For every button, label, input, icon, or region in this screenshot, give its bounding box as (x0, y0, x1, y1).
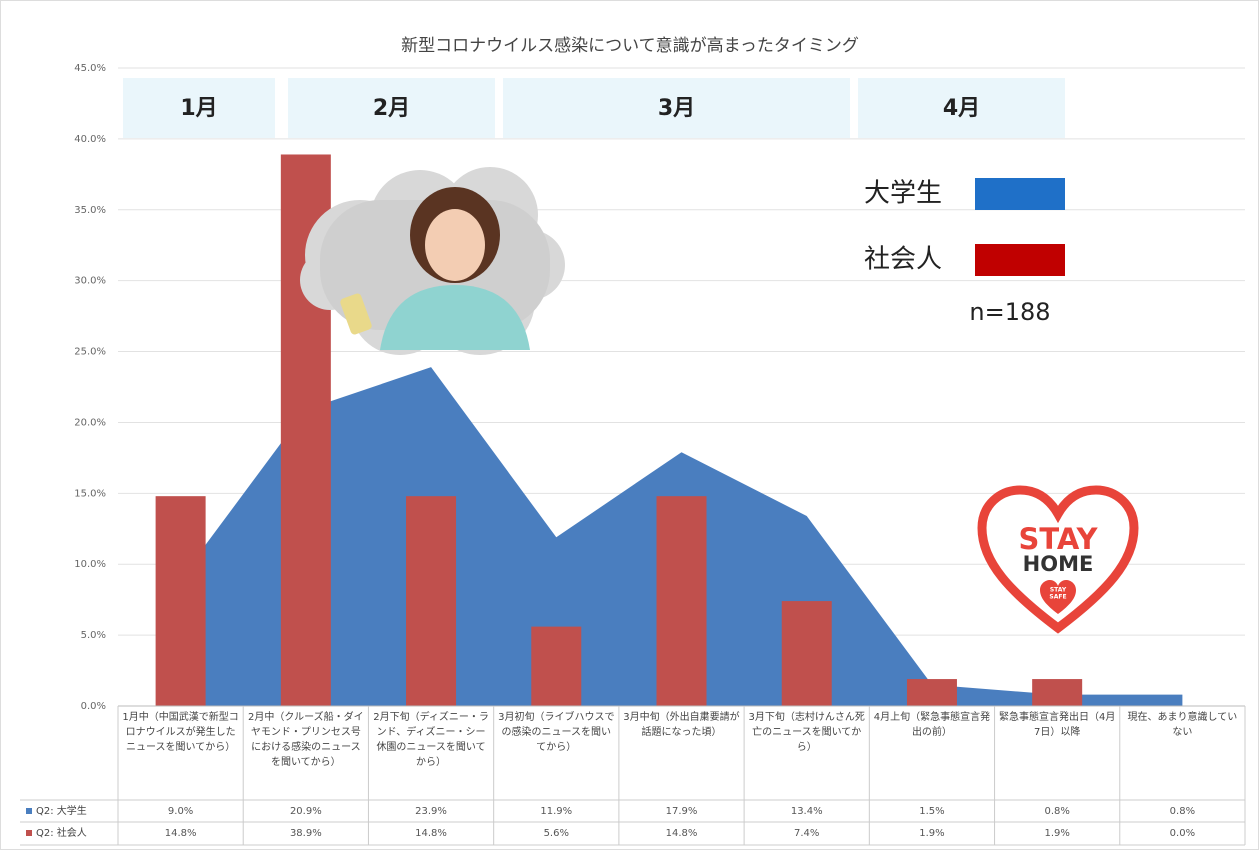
badge-text: HOME (1023, 552, 1094, 576)
page: 新型コロナウイルス感染について意識が高まったタイミング 1月 2月 3月 4月 0.0%… (0, 0, 1259, 850)
value-label: 1.9% (1044, 828, 1069, 839)
month-label: 3月 (658, 96, 695, 121)
y-tick-label: 40.0% (74, 134, 106, 145)
badge-text: STAY (1018, 522, 1098, 556)
value-label: 9.0% (168, 806, 193, 817)
legend-swatch (26, 808, 32, 814)
bar (782, 601, 832, 706)
y-tick-label: 25.0% (74, 347, 106, 358)
x-tick-label: 現在、あまり意識していない (1120, 708, 1245, 800)
value-label: 1.9% (919, 828, 944, 839)
month-label: 4月 (943, 96, 980, 121)
value-label: 11.9% (540, 806, 572, 817)
value-label: 38.9% (290, 828, 322, 839)
legend-label: 社会人 (864, 245, 942, 275)
y-tick-label: 0.0% (81, 701, 106, 712)
bar (156, 496, 206, 706)
legend-label: Q2: 社会人 (36, 826, 87, 839)
photo (300, 167, 565, 355)
y-tick-label: 15.0% (74, 488, 106, 499)
bar (657, 496, 707, 706)
y-tick-label: 45.0% (74, 63, 106, 74)
legend-swatch (975, 244, 1065, 276)
value-label: 5.6% (544, 828, 569, 839)
x-tick-label: 4月上旬（緊急事態宣言発出の前） (869, 708, 994, 800)
value-label: 14.8% (666, 828, 698, 839)
chart-title: 新型コロナウイルス感染について意識が高まったタイミング (401, 36, 859, 56)
value-label: 0.8% (1170, 806, 1195, 817)
legend-label: 大学生 (864, 179, 942, 209)
x-tick-label: 3月下旬（志村けんさん死亡のニュースを聞いてから） (744, 708, 869, 800)
y-tick-label: 5.0% (81, 630, 106, 641)
x-tick-label: 2月下旬（ディズニー・ランド、ディズニー・シー休園のニュースを聞いてから） (368, 708, 493, 800)
value-label: 13.4% (791, 806, 823, 817)
y-tick-label: 10.0% (74, 559, 106, 570)
bar (531, 627, 581, 706)
x-tick-label: 1月中（中国武漢で新型コロナウイルスが発生したニュースを聞いてから） (118, 708, 243, 800)
y-tick-label: 30.0% (74, 276, 106, 287)
value-label: 1.5% (919, 806, 944, 817)
month-label: 2月 (373, 96, 410, 121)
bar (406, 496, 456, 706)
y-tick-label: 35.0% (74, 205, 106, 216)
badge-small-text: SAFE (1049, 594, 1066, 601)
legend-swatch (975, 178, 1065, 210)
value-label: 20.9% (290, 806, 322, 817)
bar (907, 679, 957, 706)
value-label: 14.8% (415, 828, 447, 839)
legend-swatch (26, 830, 32, 836)
legend-note: n=188 (969, 298, 1050, 326)
badge-small-text: STAY (1050, 587, 1067, 594)
value-label: 0.0% (1170, 828, 1195, 839)
value-label: 0.8% (1044, 806, 1069, 817)
x-tick-label: 2月中（クルーズ船・ダイヤモンド・プリンセス号における感染のニュースを聞いてから… (243, 708, 368, 800)
x-tick-label: 3月初旬（ライブハウスでの感染のニュースを聞いてから） (494, 708, 619, 800)
x-tick-label: 緊急事態宣言発出日（4月7日）以降 (995, 708, 1120, 800)
value-label: 23.9% (415, 806, 447, 817)
y-tick-label: 20.0% (74, 417, 106, 428)
photo-face (425, 209, 485, 281)
value-label: 7.4% (794, 828, 819, 839)
value-label: 14.8% (165, 828, 197, 839)
value-label: 17.9% (666, 806, 698, 817)
month-label: 1月 (180, 96, 217, 121)
legend-label: Q2: 大学生 (36, 804, 87, 817)
x-tick-label: 3月中旬（外出自粛要請が話題になった頃） (619, 708, 744, 800)
bar (1032, 679, 1082, 706)
